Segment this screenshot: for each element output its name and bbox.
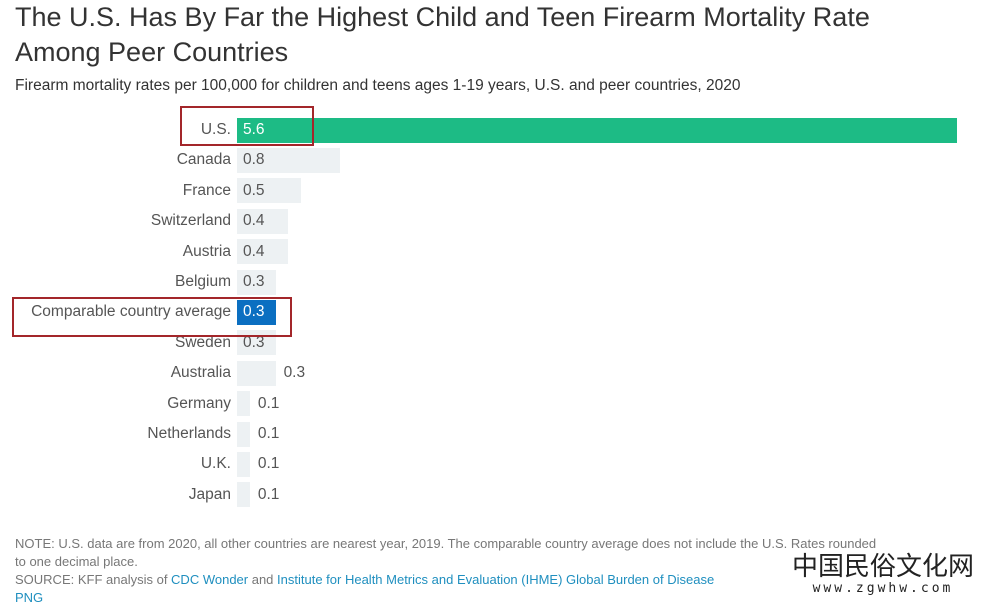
bar-germany — [237, 391, 250, 417]
category-label-sweden: Sweden — [174, 333, 231, 351]
value-label-comparable-country-average: 0.3 — [243, 303, 265, 321]
value-label-netherlands: 0.1 — [257, 425, 280, 442]
source-and: and — [248, 572, 278, 587]
value-label-france: 0.5 — [243, 181, 265, 199]
category-label-netherlands: Netherlands — [147, 425, 231, 442]
category-label-france: France — [182, 181, 231, 199]
value-label-austria: 0.4 — [243, 242, 265, 260]
bar-australia — [237, 360, 276, 386]
notes: NOTE: U.S. data are from 2020, all other… — [15, 535, 885, 607]
ihme-link[interactable]: Institute for Health Metrics and Evaluat… — [277, 572, 715, 587]
png-link[interactable]: PNG — [15, 590, 44, 605]
chart-subtitle: Firearm mortality rates per 100,000 for … — [15, 77, 741, 94]
bar-u-s — [237, 117, 957, 143]
category-label-canada: Canada — [176, 151, 231, 169]
bar-comparable-country-average — [237, 299, 276, 325]
watermark-url: www.zgwhw.com — [812, 581, 954, 596]
watermark: 中国民俗文化网 www.zgwhw.com — [792, 553, 974, 597]
value-label-belgium: 0.3 — [243, 273, 265, 290]
watermark-text: 中国民俗文化网 — [791, 552, 974, 582]
bar-austria — [237, 239, 289, 265]
source-prefix: SOURCE: KFF analysis of — [15, 572, 172, 587]
bar-belgium — [237, 269, 276, 295]
category-label-australia: Australia — [170, 364, 231, 382]
category-label-u-s: U.S. — [200, 121, 231, 138]
bar-canada — [237, 147, 340, 173]
highlight-box-us — [180, 106, 314, 146]
value-label-sweden: 0.3 — [243, 333, 265, 351]
source-text: SOURCE: KFF analysis of CDC Wonder and I… — [15, 571, 885, 589]
bar-netherlands — [237, 421, 250, 447]
category-label-austria: Austria — [182, 242, 231, 260]
value-label-u-k: 0.1 — [257, 455, 280, 473]
value-label-u-s: 5.6 — [243, 121, 265, 138]
highlight-box-average — [12, 297, 292, 337]
category-label-comparable-country-average: Comparable country average — [31, 303, 231, 321]
value-label-japan: 0.1 — [257, 485, 280, 503]
cdc-wonder-link[interactable]: CDC Wonder — [171, 572, 249, 587]
bar-chart: U.S. 5.6 Canada 0.8 France 0.5 Switzerland 0.4 A… — [0, 106, 982, 512]
category-label-belgium: Belgium — [175, 273, 231, 290]
category-label-u-k: U.K. — [200, 455, 231, 473]
bar-u-k — [237, 451, 250, 477]
category-label-japan: Japan — [188, 485, 231, 503]
bar-sweden — [237, 330, 276, 356]
bar-switzerland — [237, 208, 289, 234]
category-label-switzerland: Switzerland — [150, 212, 231, 230]
category-label-germany: Germany — [167, 394, 231, 412]
bar-france — [237, 178, 302, 204]
bar-japan — [237, 482, 250, 508]
chart-title: The U.S. Has By Far the Highest Child an… — [15, 2, 870, 67]
value-label-germany: 0.1 — [257, 394, 280, 412]
value-label-canada: 0.8 — [243, 151, 265, 169]
note-text: NOTE: U.S. data are from 2020, all other… — [15, 536, 877, 569]
value-label-switzerland: 0.4 — [243, 212, 265, 230]
value-label-australia: 0.3 — [283, 364, 306, 382]
